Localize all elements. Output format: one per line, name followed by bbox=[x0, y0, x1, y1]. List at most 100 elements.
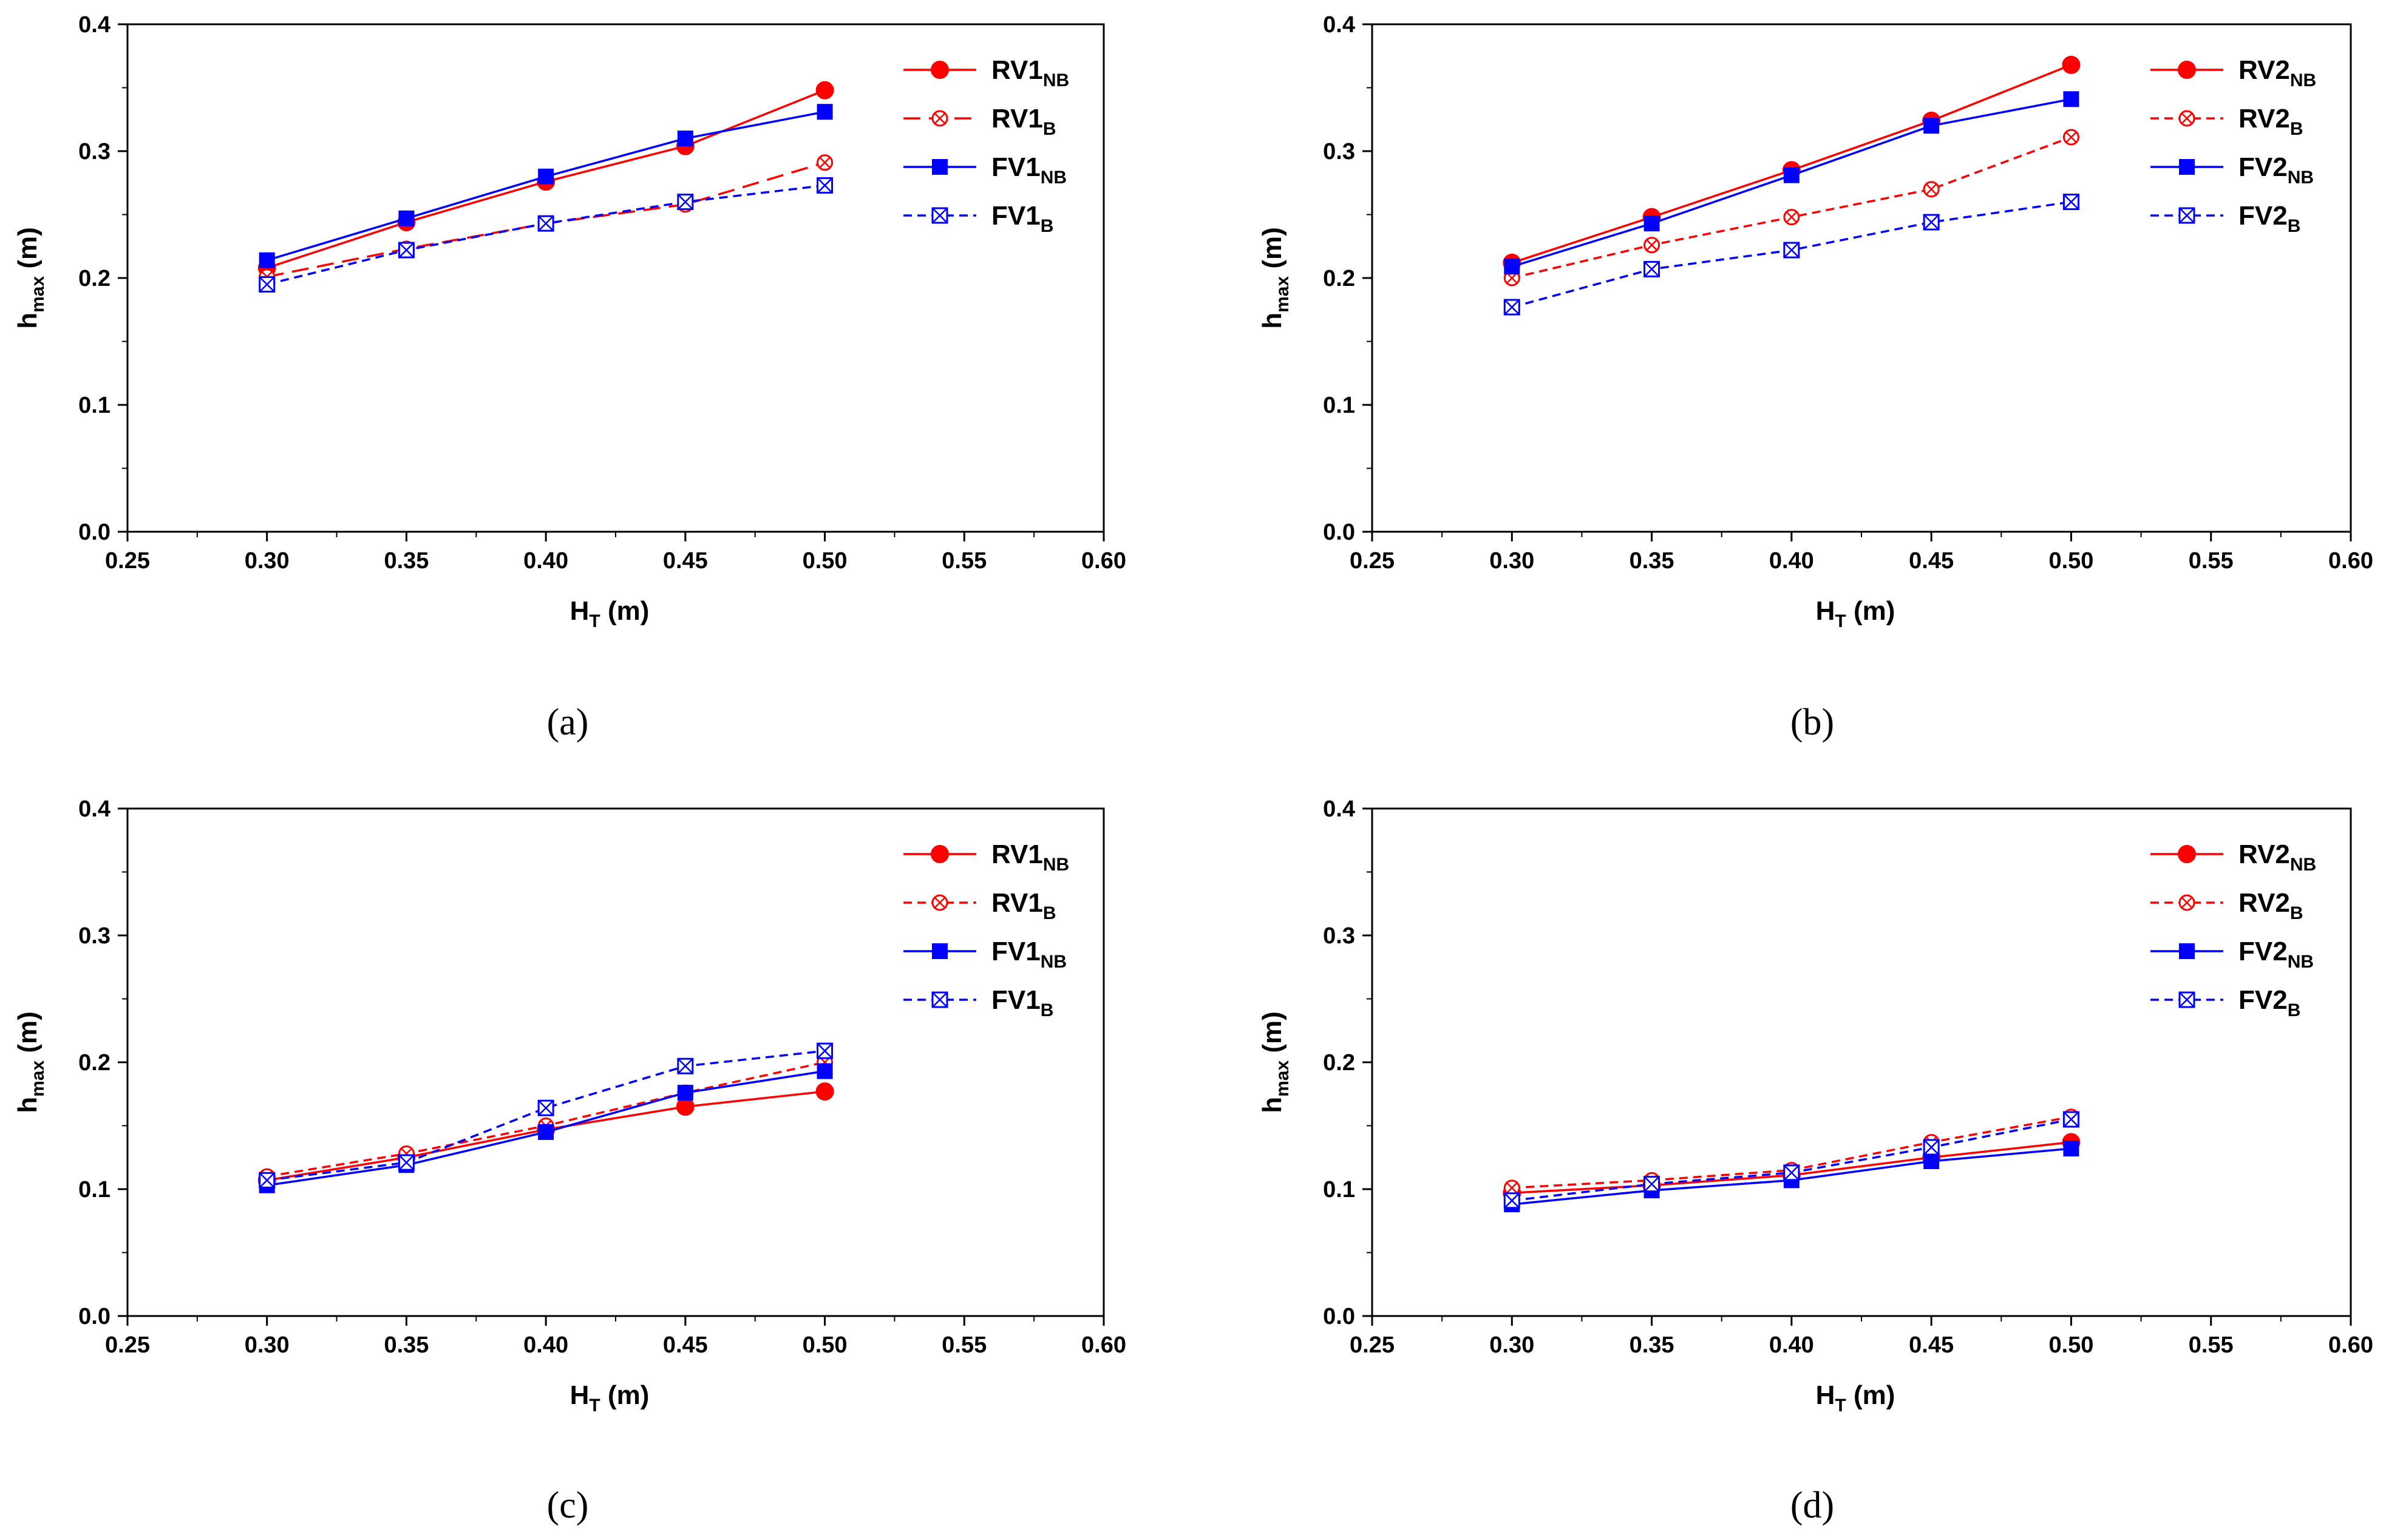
legend-label-name: RV2 bbox=[2238, 55, 2290, 85]
legend-marker bbox=[2178, 61, 2196, 79]
data-point bbox=[259, 276, 276, 293]
data-point-x2 bbox=[538, 1100, 554, 1116]
series-fv1-nb bbox=[259, 104, 833, 268]
data-point bbox=[817, 177, 834, 194]
legend-label-sub: NB bbox=[2288, 952, 2314, 972]
x-tick-label: 0.55 bbox=[2189, 1332, 2234, 1358]
legend-item: RV1B bbox=[903, 104, 1056, 139]
legend-marker bbox=[2178, 894, 2195, 911]
legend-label-name: FV1 bbox=[991, 937, 1041, 966]
x-tick-label: 0.55 bbox=[942, 1332, 987, 1358]
data-point bbox=[1923, 214, 1940, 231]
data-point bbox=[815, 81, 834, 100]
data-point-x2 bbox=[677, 1058, 693, 1074]
x-axis-title-main: H bbox=[1816, 1380, 1835, 1410]
data-point bbox=[1643, 260, 1660, 277]
data-point-x2 bbox=[1504, 1192, 1520, 1209]
data-point-x2 bbox=[259, 276, 275, 293]
legend-label-sub: B bbox=[2288, 1000, 2301, 1020]
data-point bbox=[398, 242, 415, 259]
y-tick-label: 0.1 bbox=[78, 393, 110, 418]
legend-marker bbox=[931, 894, 948, 911]
legend-marker-x2 bbox=[934, 112, 946, 124]
legend-label: RV2B bbox=[2238, 888, 2303, 923]
data-point-x2 bbox=[1786, 211, 1798, 223]
panel-caption: (d) bbox=[1790, 1485, 1834, 1526]
x-axis-title-sub: T bbox=[589, 1396, 600, 1416]
legend-label: FV1NB bbox=[991, 937, 1067, 972]
legend-label-name: RV1 bbox=[991, 888, 1043, 918]
y-axis-title-sub: max bbox=[28, 1060, 48, 1097]
data-point-x2 bbox=[259, 1172, 275, 1189]
x-tick-label: 0.40 bbox=[1769, 1332, 1814, 1358]
legend-label: RV2NB bbox=[2238, 840, 2316, 875]
data-point bbox=[815, 1082, 834, 1101]
x-tick-label: 0.55 bbox=[2189, 548, 2234, 574]
data-point bbox=[817, 1063, 833, 1079]
y-tick-label: 0.4 bbox=[78, 796, 110, 822]
legend-marker bbox=[931, 845, 949, 863]
legend-marker bbox=[2178, 207, 2195, 224]
legend-label-name: FV1 bbox=[991, 201, 1041, 231]
legend-label-sub: B bbox=[2288, 216, 2301, 236]
legend-label-sub: NB bbox=[1041, 952, 1067, 972]
data-point-x2 bbox=[1923, 214, 1940, 230]
data-point-x2 bbox=[1783, 242, 1800, 258]
x-tick-label: 0.40 bbox=[523, 1332, 568, 1358]
legend-label-sub: B bbox=[1041, 216, 1054, 236]
legend-label-sub: B bbox=[2290, 119, 2303, 139]
chart-panel-4: 0.25 0.30 0.35 0.40 0.45 0.50 0.55 0.60 0.0 0.1 0.… bbox=[1257, 796, 2373, 1416]
legend-marker-x2 bbox=[2179, 992, 2195, 1008]
chart-panel-1: 0.25 0.30 0.35 0.40 0.45 0.50 0.55 0.60 0.0 0.1 0.… bbox=[13, 12, 1126, 631]
y-tick-label: 0.4 bbox=[1323, 12, 1355, 38]
data-point bbox=[537, 1099, 554, 1116]
panel-caption: (c) bbox=[547, 1485, 589, 1526]
legend-label-sub: NB bbox=[2290, 70, 2316, 90]
x-tick-label: 0.45 bbox=[1909, 548, 1954, 574]
y-tick-label: 0.3 bbox=[1323, 139, 1355, 165]
data-point-x2 bbox=[819, 157, 831, 169]
series-fv1-b bbox=[259, 177, 834, 293]
x-axis-title-main: H bbox=[1816, 596, 1835, 626]
legend-item: FV2NB bbox=[2150, 152, 2314, 188]
y-tick-label: 0.0 bbox=[78, 1304, 110, 1329]
x-tick-label: 0.25 bbox=[105, 1332, 150, 1358]
data-point bbox=[677, 131, 693, 147]
y-axis-title: hmax (m) bbox=[13, 227, 48, 329]
data-point-x2 bbox=[2063, 1111, 2079, 1127]
data-point bbox=[1783, 1164, 1800, 1181]
x-tick-label: 0.35 bbox=[1630, 1332, 1674, 1358]
x-tick-label: 0.45 bbox=[1909, 1332, 1954, 1358]
legend-item: FV1B bbox=[903, 985, 1053, 1020]
legend-label: RV1NB bbox=[991, 840, 1069, 875]
data-point bbox=[677, 1057, 694, 1074]
legend-marker-x2 bbox=[2181, 897, 2193, 909]
x-axis-title-unit: (m) bbox=[600, 1380, 650, 1410]
y-tick-label: 0.2 bbox=[78, 1050, 110, 1076]
y-axis-title: hmax (m) bbox=[1257, 227, 1293, 329]
legend-label-name: RV2 bbox=[2238, 888, 2290, 918]
x-tick-label: 0.60 bbox=[2328, 1332, 2373, 1358]
y-tick-label: 0.1 bbox=[78, 1177, 110, 1202]
legend-label-name: RV2 bbox=[2238, 104, 2290, 134]
data-point bbox=[1783, 167, 1800, 183]
y-tick-label: 0.0 bbox=[1323, 520, 1355, 545]
data-point bbox=[2062, 1111, 2079, 1128]
data-point-x2 bbox=[538, 215, 554, 232]
series-rv2-b bbox=[1503, 129, 2079, 287]
data-point bbox=[1643, 215, 1660, 232]
x-tick-label: 0.30 bbox=[1489, 1332, 1534, 1358]
data-point-x2 bbox=[2065, 131, 2077, 143]
legend-marker bbox=[2178, 110, 2195, 127]
x-tick-label: 0.45 bbox=[663, 548, 708, 574]
legend-item: FV1NB bbox=[903, 152, 1067, 188]
legend-label-sub: B bbox=[1043, 119, 1056, 139]
legend-label: RV1NB bbox=[991, 55, 1069, 90]
legend-marker bbox=[931, 991, 948, 1008]
data-point bbox=[1783, 209, 1800, 226]
data-point bbox=[538, 168, 554, 185]
data-point bbox=[2063, 1141, 2079, 1157]
data-point-x2 bbox=[1646, 239, 1657, 251]
data-point bbox=[398, 210, 415, 226]
